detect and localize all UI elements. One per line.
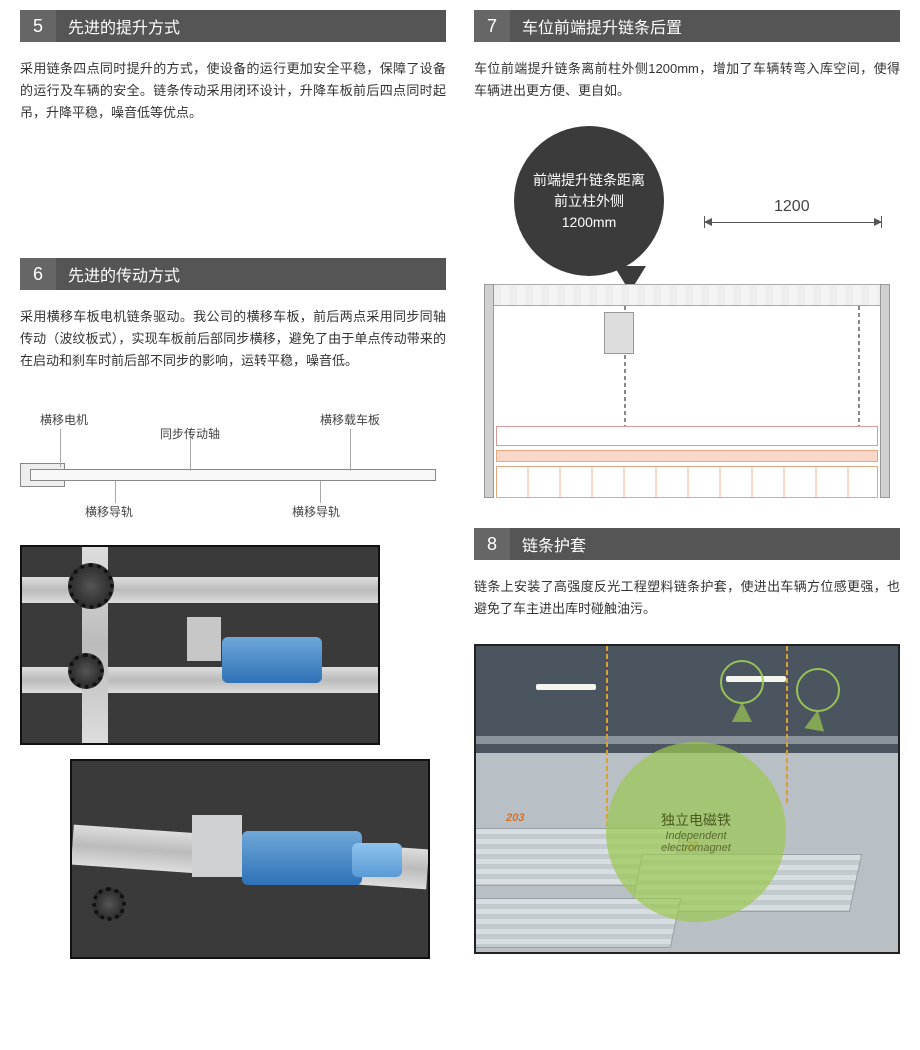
section-7-body: 车位前端提升链条离前柱外侧1200mm，增加了车辆转弯入库空间，使得车辆进出更方… — [474, 58, 900, 102]
fig6-label-motor: 横移电机 — [40, 411, 88, 428]
section-5-title: 先进的提升方式 — [56, 10, 446, 42]
figure-8-callout-bubble: 独立电磁铁 Independent electromagnet — [606, 742, 786, 922]
figure-7-diagram: 前端提升链条距离前立柱外侧1200mm 1200 — [474, 126, 900, 506]
figure-7-callout-text: 前端提升链条距离前立柱外侧1200mm — [532, 170, 646, 233]
section-6-number: 6 — [20, 258, 56, 290]
section-8-title: 链条护套 — [510, 528, 900, 560]
fig6-label-carrier: 横移载车板 — [320, 411, 380, 428]
figure-7-dimension: 1200 — [774, 198, 810, 216]
section-7-header: 7 车位前端提升链条后置 — [474, 10, 900, 42]
section-6-header: 6 先进的传动方式 — [20, 258, 446, 290]
figure-8-callout-en-1: Independent — [665, 830, 726, 842]
figure-8-photo: 203 20 独立电磁铁 Independent electromagnet — [474, 644, 900, 954]
section-8-header: 8 链条护套 — [474, 528, 900, 560]
section-7-title: 车位前端提升链条后置 — [510, 10, 900, 42]
figure-6-render-top — [20, 545, 380, 745]
figure-6-schematic: 横移电机 同步传动轴 横移载车板 横移导轨 横移导轨 — [20, 397, 446, 527]
fig6-label-rail-left: 横移导轨 — [85, 503, 133, 520]
figure-7-callout-bubble: 前端提升链条距离前立柱外侧1200mm — [514, 126, 664, 276]
figure-8-callout-cn: 独立电磁铁 — [661, 810, 731, 830]
section-5-header: 5 先进的提升方式 — [20, 10, 446, 42]
figure-8-callout-en-2: electromagnet — [661, 842, 731, 854]
section-8-body: 链条上安装了高强度反光工程塑料链条护套，使进出车辆方位感更强，也避免了车主进出库… — [474, 576, 900, 620]
section-8-number: 8 — [474, 528, 510, 560]
section-5-number: 5 — [20, 10, 56, 42]
section-5-body: 采用链条四点同时提升的方式，使设备的运行更加安全平稳，保障了设备的运行及车辆的安… — [20, 58, 446, 124]
fig8-slot-a: 203 — [505, 812, 526, 824]
fig6-label-shaft: 同步传动轴 — [160, 425, 220, 442]
section-6-body: 采用横移车板电机链条驱动。我公司的横移车板，前后两点采用同步同轴传动（波纹板式）… — [20, 306, 446, 372]
section-7-number: 7 — [474, 10, 510, 42]
figure-6-render-bottom — [70, 759, 430, 959]
section-6-title: 先进的传动方式 — [56, 258, 446, 290]
fig6-label-rail-right: 横移导轨 — [292, 503, 340, 520]
